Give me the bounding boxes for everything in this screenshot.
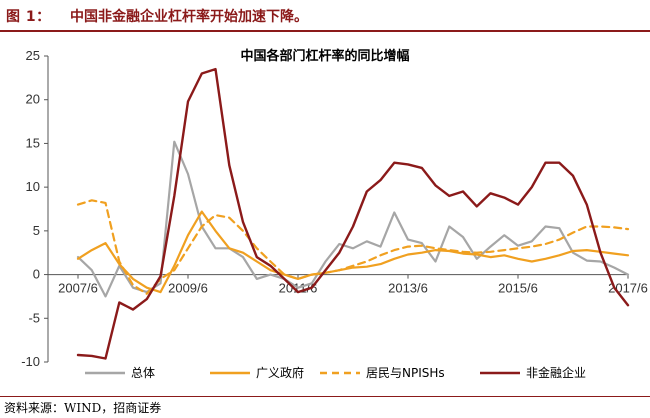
series-line-2 [76, 210, 630, 294]
series-line-3 [76, 199, 630, 295]
chart-title: 中国各部门杠杆率的同比增幅 [240, 49, 410, 64]
x-tick-label: 2007/6 [58, 281, 98, 296]
series-line-4 [76, 67, 630, 360]
y-tick-label: 5 [33, 223, 40, 238]
x-tick-label: 2015/6 [498, 281, 538, 296]
y-tick-label: 15 [26, 135, 40, 150]
legend-label-2: 广义政府 [256, 365, 304, 380]
y-tick-label: 25 [26, 48, 40, 63]
x-tick-label: 2009/6 [168, 281, 208, 296]
y-tick-label: -5 [28, 310, 40, 325]
figure-header: 图 1： 中国非金融企业杠杆率开始加速下降。 [0, 0, 650, 30]
bottom-rule [0, 396, 650, 397]
figure-label: 图 1： [6, 9, 51, 25]
y-tick-label: 20 [26, 92, 40, 107]
figure-title: 中国非金融企业杠杆率开始加速下降。 [70, 9, 308, 25]
x-tick-label: 2013/6 [388, 281, 428, 296]
legend-label-1: 总体 [131, 366, 155, 380]
y-tick-label: 10 [26, 179, 40, 194]
series-line-1 [76, 140, 630, 298]
y-tick-label: -10 [21, 354, 40, 369]
source-note: 资料来源：WIND，招商证券 [4, 401, 162, 415]
legend-label-4: 非金融企业 [526, 365, 586, 380]
y-tick-label: 0 [33, 267, 40, 282]
legend-label-3: 居民与NPISHs [366, 366, 445, 380]
header-rule [0, 30, 650, 32]
chart-area: 中国各部门杠杆率的同比增幅 -10 -5 0 5 10 15 20 25 2007/6 2009/… [0, 32, 650, 394]
